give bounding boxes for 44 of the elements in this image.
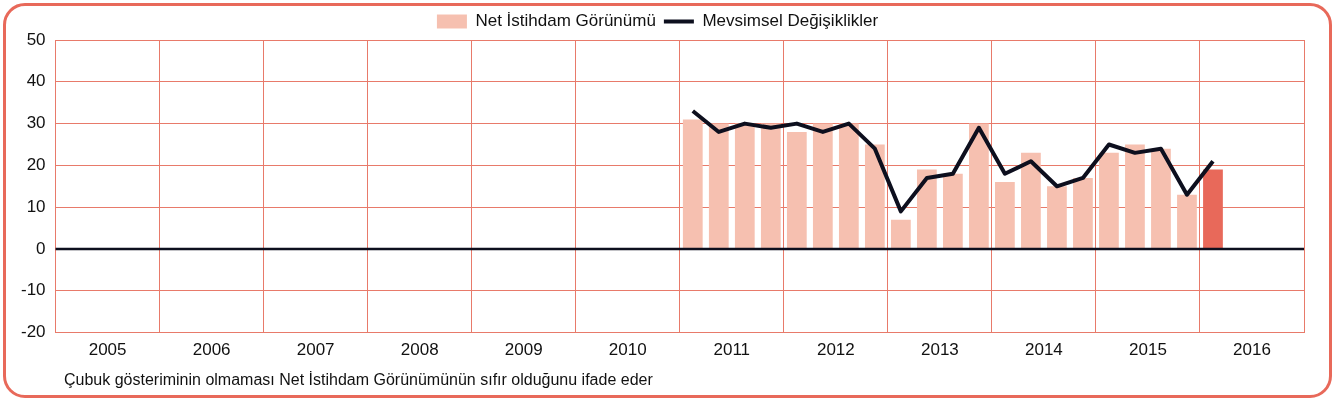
y-tick-label: 20 — [26, 155, 46, 175]
text: Çubuk gösteriminin olmaması Net İstihdam Görünümünün sıfır olduğunu ifade eder — [64, 371, 653, 389]
bar — [1203, 169, 1223, 249]
y-tick-label: 0 — [36, 238, 46, 258]
x-tick-label: 2015 — [1129, 340, 1167, 360]
x-tick-label: 2011 — [713, 340, 751, 360]
y-tick-label: 30 — [26, 113, 46, 133]
bar — [890, 219, 911, 249]
bar — [1125, 144, 1145, 249]
bar — [682, 119, 703, 249]
bar — [734, 123, 755, 249]
bar — [1099, 152, 1119, 249]
y-tick-label: -20 — [20, 322, 46, 342]
x-tick-label: 2008 — [400, 340, 439, 360]
x-tick-label: 2007 — [296, 340, 335, 360]
bar — [760, 123, 781, 249]
x-tick-label: 2010 — [608, 340, 647, 360]
bar — [1047, 186, 1067, 249]
bar — [1021, 152, 1041, 249]
y-tick-label: 50 — [26, 29, 46, 49]
bar — [1151, 148, 1171, 249]
bar — [943, 173, 963, 249]
y-tick-label: -10 — [20, 280, 46, 300]
x-tick-label: 2014 — [1025, 340, 1063, 360]
x-tick-label: 2012 — [816, 340, 855, 360]
y-tick-label: 40 — [26, 71, 46, 91]
legend-label: Net İstihdam Görünümü — [475, 11, 656, 31]
x-tick-label: 2009 — [504, 340, 543, 360]
x-tick-label: 2006 — [192, 340, 231, 360]
bar — [969, 123, 989, 249]
bar — [812, 123, 833, 249]
x-tick-label: 2005 — [88, 340, 127, 360]
bar — [995, 182, 1015, 249]
bar — [838, 123, 859, 249]
bar — [864, 144, 885, 249]
bar — [1177, 194, 1197, 249]
y-tick-label: 10 — [26, 196, 46, 216]
x-tick-label: 2016 — [1233, 340, 1271, 360]
bar — [1073, 177, 1093, 249]
legend-label: Mevsimsel Değişiklikler — [702, 11, 879, 31]
bar — [916, 169, 937, 249]
x-tick-label: 2013 — [920, 340, 959, 360]
bar — [786, 131, 807, 249]
bar — [708, 123, 729, 249]
